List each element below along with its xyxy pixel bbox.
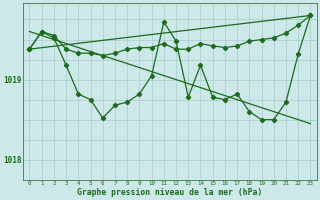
- X-axis label: Graphe pression niveau de la mer (hPa): Graphe pression niveau de la mer (hPa): [77, 188, 263, 197]
